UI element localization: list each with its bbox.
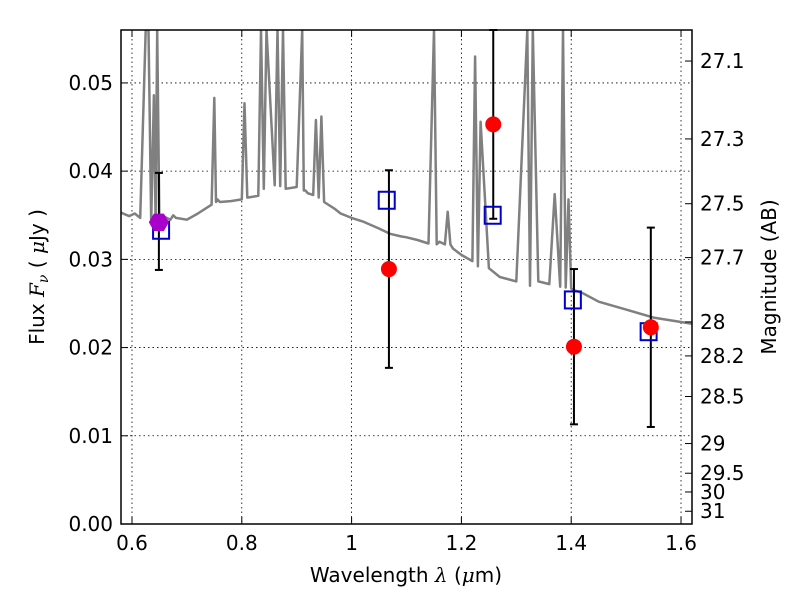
- y-tick-label: 0.01: [68, 424, 113, 448]
- y-axis-label: Flux Fν ( μJy ): [25, 209, 52, 345]
- x-tick-label: 1.6: [665, 531, 697, 555]
- right-tick-label: 28: [700, 310, 725, 334]
- observed-point: [565, 338, 582, 355]
- model-point-square: [563, 290, 582, 310]
- observed-point: [642, 319, 659, 336]
- right-tick-label: 27.7: [700, 246, 745, 270]
- plot-frame: [120, 29, 693, 525]
- x-tick-label: 0.6: [116, 531, 148, 555]
- model-point-square: [377, 190, 396, 210]
- sed-model-line: [121, 30, 692, 326]
- y-tick-label: 0.04: [68, 159, 113, 183]
- grid: [121, 30, 692, 525]
- tick-layer: 0.6 0.8 1 1.2 1.4 1.6 0.00 0.01 0.02 0.03 0.04 0.05…: [68, 30, 745, 555]
- right-tick-label: 27.5: [700, 192, 745, 216]
- right-tick-label: 30: [700, 480, 725, 504]
- observed-point: [485, 116, 502, 133]
- right-tick-label: 31: [700, 499, 725, 523]
- data-point-layer: [148, 116, 659, 355]
- error-bar-layer: [154, 29, 655, 428]
- y-tick-label: 0.03: [68, 247, 113, 271]
- x-tick-label: 0.8: [226, 531, 258, 555]
- x-tick-label: 1: [345, 531, 358, 555]
- model-point-square: [483, 205, 502, 225]
- x-axis-label: Wavelength λ (μm): [310, 563, 502, 587]
- right-tick-label: 27.1: [700, 49, 745, 73]
- x-tick-label: 1.4: [555, 531, 587, 555]
- y-tick-label: 0.02: [68, 336, 113, 360]
- sed-model-line-layer: [121, 30, 692, 326]
- right-tick-label: 27.3: [700, 127, 745, 151]
- y-tick-label: 0.00: [68, 512, 113, 536]
- right-tick-label: 29.5: [700, 461, 745, 485]
- x-tick-label: 1.2: [445, 531, 477, 555]
- right-axis-label: Magnitude (AB): [757, 199, 781, 354]
- observed-point: [380, 261, 397, 278]
- y-tick-label: 0.05: [68, 71, 113, 95]
- right-tick-label: 28.2: [700, 344, 745, 368]
- right-tick-label: 29: [700, 432, 725, 456]
- right-tick-label: 28.5: [700, 384, 745, 408]
- highlight-point-hexagon: [148, 213, 169, 231]
